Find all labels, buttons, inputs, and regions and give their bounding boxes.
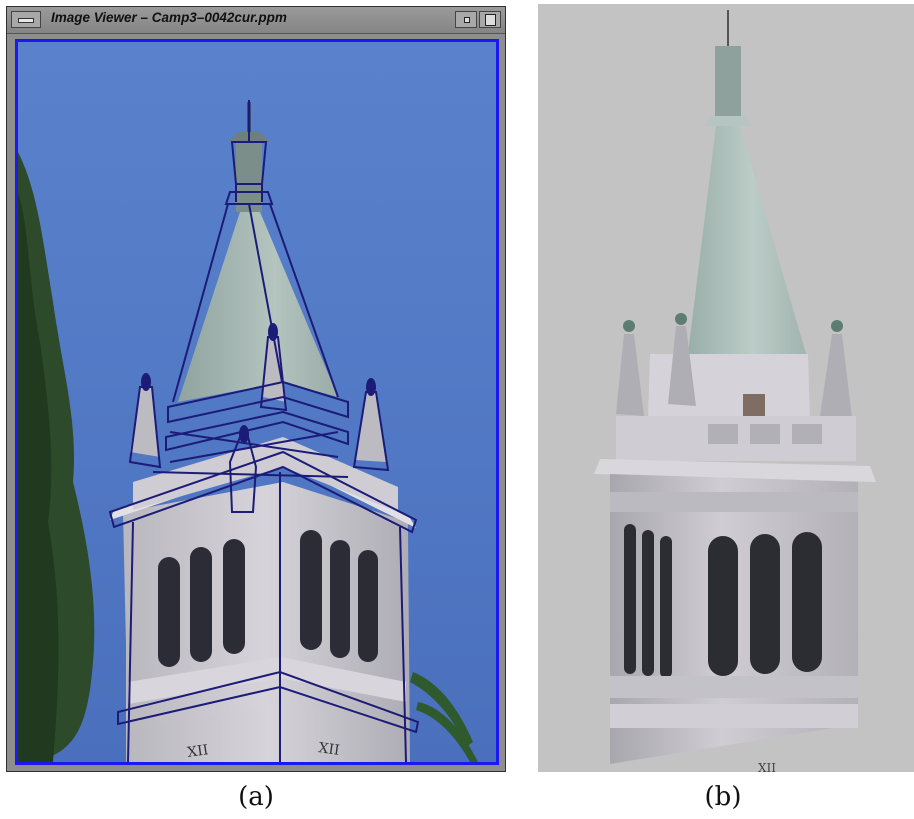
clock-numeral-left: XII — [186, 742, 209, 761]
image-viewer-window: Image Viewer – Camp3–0042cur.ppm — [6, 6, 506, 772]
caption-a: (a) — [238, 782, 274, 812]
model-wireframe-overlay — [108, 100, 420, 762]
window-menu-icon[interactable] — [11, 11, 41, 28]
clock-numeral-render: XII — [758, 761, 776, 772]
tower-photo: XII XII — [110, 102, 416, 762]
caption-b: (b) — [704, 782, 742, 812]
image-canvas[interactable]: XII XII — [15, 39, 499, 765]
maximize-icon[interactable] — [479, 11, 501, 28]
pinnacle-finials — [141, 323, 376, 443]
tower-render: XII — [594, 10, 876, 772]
minimize-icon[interactable] — [455, 11, 477, 28]
clock-numeral-right: XII — [317, 740, 340, 759]
tree-foliage — [18, 152, 95, 762]
window-title: Image Viewer – Camp3–0042cur.ppm — [51, 10, 287, 25]
rendered-model-panel: XII — [538, 4, 914, 772]
window-titlebar[interactable]: Image Viewer – Camp3–0042cur.ppm — [7, 7, 505, 34]
